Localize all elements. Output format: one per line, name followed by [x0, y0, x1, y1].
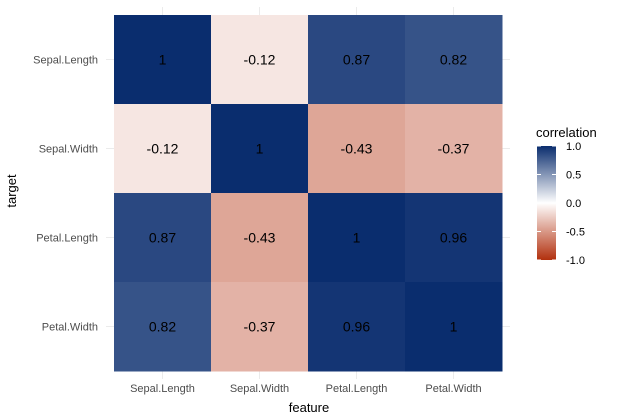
cell-value-label: -0.12 — [147, 141, 179, 157]
cell-value-label: 0.82 — [440, 52, 467, 68]
legend-colorbar — [537, 146, 556, 260]
x-tick-label: Petal.Width — [425, 383, 481, 395]
x-tick-label: Sepal.Length — [130, 383, 195, 395]
legend: correlation 1.0 0.5 0.0 -0.5 -1.0 — [536, 125, 597, 267]
heatmap-cell — [308, 193, 406, 283]
legend-ticks: 1.0 0.5 0.0 -0.5 -1.0 — [537, 141, 585, 267]
cell-value-label: 0.96 — [440, 230, 467, 246]
heatmap-cell — [405, 15, 503, 105]
cell-value-label: 0.87 — [343, 52, 370, 68]
heatmap-cell — [211, 104, 309, 194]
legend-tick-label: -1.0 — [566, 255, 585, 267]
heatmap-cell — [114, 193, 212, 283]
heatmap-cell — [114, 104, 212, 194]
heatmap-cell — [211, 15, 309, 105]
heatmap-cell — [211, 282, 309, 372]
heatmap-cells — [114, 15, 503, 372]
cell-value-label: 0.87 — [149, 230, 176, 246]
y-tick-label: Sepal.Width — [39, 144, 98, 156]
cell-value-label: -0.37 — [244, 319, 276, 335]
x-axis-title: feature — [289, 400, 329, 415]
cell-value-label: 1 — [353, 230, 361, 246]
cell-value-label: 1 — [159, 52, 167, 68]
heatmap-cell — [308, 15, 406, 105]
cell-labels: 1 -0.12 0.87 0.82 -0.12 1 -0.43 -0.37 0.87 -0.43 1… — [147, 52, 470, 335]
cell-value-label: -0.43 — [244, 230, 276, 246]
x-axis-ticks: Sepal.Length Sepal.Width Petal.Length Petal… — [130, 383, 482, 395]
heatmap-cell — [405, 282, 503, 372]
heatmap-cell — [405, 193, 503, 283]
cell-value-label: 1 — [256, 141, 264, 157]
heatmap-cell — [114, 15, 212, 105]
heatmap-cell — [114, 282, 212, 372]
y-axis-title: target — [4, 174, 19, 208]
heatmap-cell — [308, 104, 406, 194]
cell-value-label: 0.82 — [149, 319, 176, 335]
legend-tick-label: 1.0 — [566, 141, 581, 153]
x-tick-label: Petal.Length — [326, 383, 388, 395]
y-tick-label: Petal.Width — [42, 322, 98, 334]
y-axis-ticks: Sepal.Length Sepal.Width Petal.Length Petal… — [33, 55, 98, 334]
x-tick-label: Sepal.Width — [230, 383, 289, 395]
heatmap-cell — [405, 104, 503, 194]
cell-value-label: 0.96 — [343, 319, 370, 335]
cell-value-label: -0.12 — [244, 52, 276, 68]
y-tick-label: Sepal.Length — [33, 55, 98, 67]
cell-value-label: -0.37 — [438, 141, 470, 157]
legend-tick-label: -0.5 — [566, 227, 585, 239]
y-tick-label: Petal.Length — [36, 233, 98, 245]
heatmap-cell — [211, 193, 309, 283]
cell-value-label: -0.43 — [341, 141, 373, 157]
legend-tick-label: 0.0 — [566, 198, 581, 210]
heatmap-cell — [308, 282, 406, 372]
legend-tick-label: 0.5 — [566, 170, 581, 182]
cell-value-label: 1 — [450, 319, 458, 335]
legend-title: correlation — [536, 125, 597, 140]
